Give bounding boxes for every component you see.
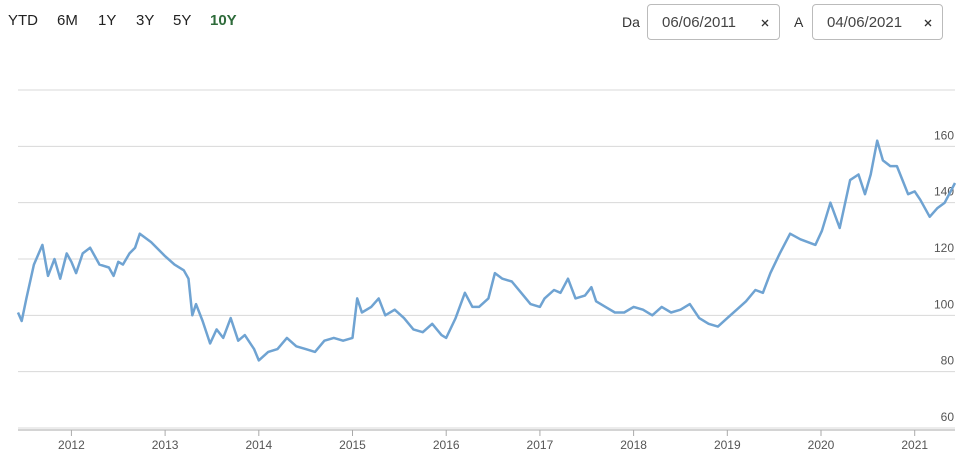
x-tick-label: 2016: [433, 438, 460, 452]
range-button[interactable]: 10Y: [210, 12, 237, 29]
range-button[interactable]: 5Y: [173, 12, 192, 29]
data-line: [16, 139, 957, 362]
to-date: 04/06/2021: [827, 14, 903, 31]
range-button[interactable]: YTD: [8, 12, 38, 29]
from-input[interactable]: 06/06/2011: [647, 4, 780, 40]
to-label: A: [794, 14, 804, 30]
x-tick-label: 2012: [58, 438, 85, 452]
clear-icon[interactable]: [761, 19, 769, 27]
range-button[interactable]: 1Y: [98, 12, 117, 29]
x-tick-label: 2019: [714, 438, 741, 452]
y-tick-label: 120: [934, 241, 954, 255]
range-button[interactable]: 3Y: [136, 12, 155, 29]
to-input[interactable]: 04/06/2021: [812, 4, 943, 40]
from-label: Da: [622, 14, 640, 30]
x-tick-label: 2014: [245, 438, 272, 452]
y-tick-label: 100: [934, 297, 954, 311]
x-tick-label: 2017: [527, 438, 554, 452]
y-tick-label: 80: [941, 354, 955, 368]
x-tick-label: 2018: [620, 438, 647, 452]
x-tick-label: 2021: [901, 438, 928, 452]
range-button[interactable]: 6M: [57, 12, 78, 29]
from-date: 06/06/2011: [662, 14, 736, 31]
y-tick-label: 60: [941, 410, 955, 424]
clear-icon[interactable]: [924, 19, 932, 27]
x-tick-label: 2013: [152, 438, 179, 452]
x-tick-label: 2015: [339, 438, 366, 452]
y-tick-label: 160: [934, 128, 954, 142]
x-tick-label: 2020: [808, 438, 835, 452]
